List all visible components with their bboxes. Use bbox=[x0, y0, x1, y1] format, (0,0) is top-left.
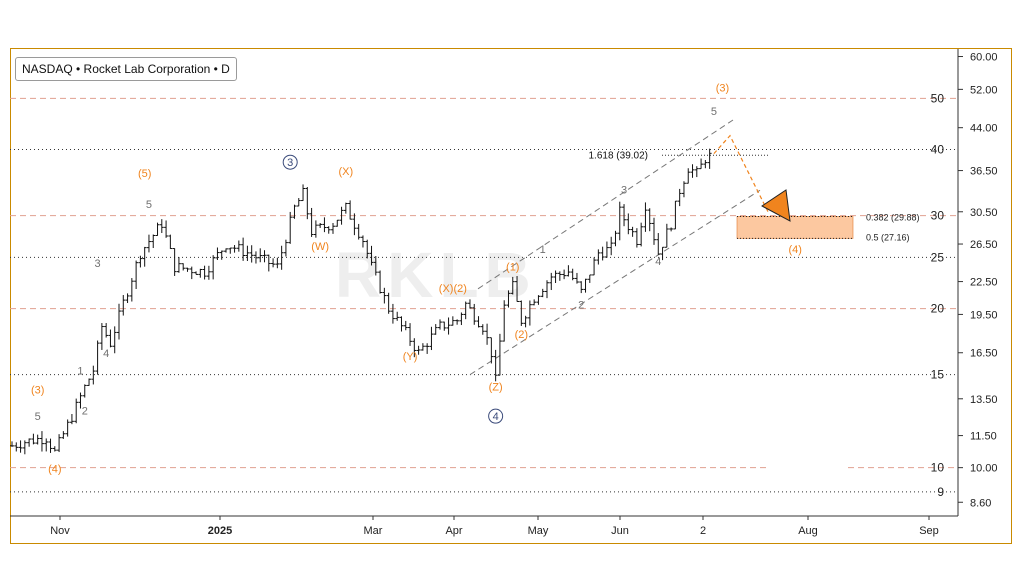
channel-lower-line bbox=[469, 189, 761, 376]
y-tick-label: 22.50 bbox=[970, 277, 998, 289]
x-tick-label: 2 bbox=[700, 525, 706, 537]
x-tick-label: Apr bbox=[445, 525, 462, 537]
wave-circle bbox=[282, 154, 298, 170]
wave-label: (4) bbox=[789, 244, 802, 256]
wave-label: 5 bbox=[146, 199, 152, 211]
wave-label-circled: 4 bbox=[493, 411, 499, 423]
wave-label: 4 bbox=[655, 256, 661, 268]
y-tick-label: 19.50 bbox=[970, 309, 998, 321]
wave-label: 2 bbox=[578, 300, 584, 312]
level-label-30: 30 bbox=[931, 209, 945, 223]
wave-label: (Y) bbox=[403, 351, 418, 363]
wave-label: (Z) bbox=[489, 381, 503, 393]
x-tick-label: Aug bbox=[798, 525, 818, 537]
target-zone bbox=[736, 216, 854, 239]
chart-title[interactable]: NASDAQ • Rocket Lab Corporation • D bbox=[15, 57, 237, 81]
y-tick-label: 16.50 bbox=[970, 348, 998, 360]
y-tick-label: 52.00 bbox=[970, 84, 998, 96]
wave-label: 1 bbox=[77, 366, 83, 378]
y-tick-label: 26.50 bbox=[970, 239, 998, 251]
y-tick-label: 44.00 bbox=[970, 123, 998, 135]
level-label-9: 9 bbox=[937, 485, 944, 499]
x-tick-label: 2025 bbox=[208, 525, 232, 537]
wave-label: (2) bbox=[515, 329, 528, 341]
x-tick-label: May bbox=[528, 525, 549, 537]
x-tick-label: Nov bbox=[50, 525, 70, 537]
level-label-50: 50 bbox=[931, 91, 945, 105]
level-label-15: 15 bbox=[931, 368, 945, 382]
target-arrow bbox=[761, 189, 791, 222]
chart-frame bbox=[10, 48, 1012, 544]
wave-label: (4) bbox=[48, 463, 61, 475]
x-tick-label: Mar bbox=[364, 525, 383, 537]
wave-label: 3 bbox=[95, 258, 101, 270]
level-label-40: 40 bbox=[931, 143, 945, 157]
projection-path bbox=[713, 134, 769, 213]
wave-label: 5 bbox=[711, 106, 717, 118]
y-tick-label: 13.50 bbox=[970, 394, 998, 406]
wave-label: (X)(2) bbox=[439, 283, 467, 295]
wave-label: 4 bbox=[103, 348, 109, 360]
level-label-25: 25 bbox=[931, 250, 945, 264]
y-tick-label: 10.00 bbox=[970, 463, 998, 475]
wave-label: 2 bbox=[82, 406, 88, 418]
fib-1618-label: 1.618 (39.02) bbox=[589, 150, 649, 161]
wave-label: (X) bbox=[339, 166, 354, 178]
level-label-20: 20 bbox=[931, 302, 945, 316]
wave-label: (W) bbox=[311, 241, 329, 253]
wave-label: (3) bbox=[31, 385, 44, 397]
y-tick-label: 11.50 bbox=[970, 431, 997, 443]
x-tick-label: Sep bbox=[919, 525, 939, 537]
y-tick-label: 8.60 bbox=[970, 497, 991, 509]
x-tick-label: Jun bbox=[611, 525, 629, 537]
wave-label: 1 bbox=[540, 244, 546, 256]
wave-label: 5 bbox=[35, 411, 41, 423]
wave-label: (1) bbox=[506, 262, 519, 274]
y-tick-label: 60.00 bbox=[970, 52, 998, 64]
level-label-10: 10 bbox=[931, 461, 945, 475]
wave-label: 3 bbox=[621, 185, 627, 197]
wave-label: (3) bbox=[716, 83, 729, 95]
wave-circle bbox=[488, 408, 504, 424]
fib-05-label: 0.5 (27.16) bbox=[866, 232, 910, 242]
y-tick-label: 30.50 bbox=[970, 207, 998, 219]
wave-label-circled: 3 bbox=[287, 157, 293, 169]
fib-0382-label: 0.382 (29.88) bbox=[866, 212, 920, 222]
y-tick-label: 36.50 bbox=[970, 166, 998, 178]
channel-upper-line bbox=[477, 119, 734, 290]
wave-label: (5) bbox=[138, 168, 151, 180]
